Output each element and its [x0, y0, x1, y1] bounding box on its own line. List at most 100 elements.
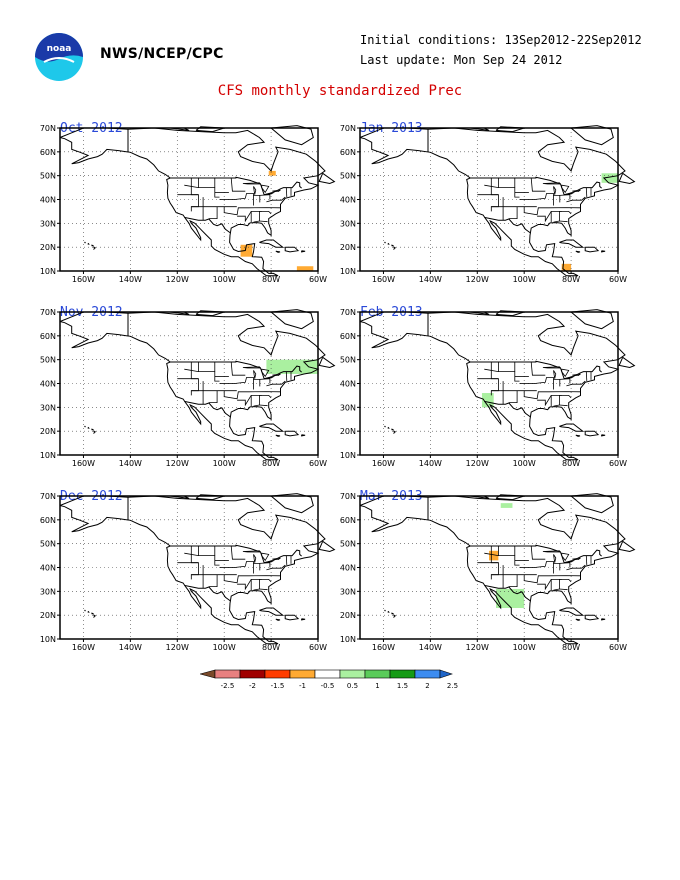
coastline: [575, 618, 581, 621]
state-line: [223, 574, 281, 584]
colorbar-bin: [289, 669, 316, 679]
state-line: [523, 390, 581, 400]
coastline: [84, 425, 87, 428]
map-panel: Mar 2013 160W 140W 120W 100W 80W 60W 70N 60N 50N 4…: [340, 489, 660, 666]
lon-tick-label: 120W: [166, 459, 189, 468]
border-line: [170, 360, 302, 380]
colorbar-bin: [414, 669, 441, 679]
coastline: [559, 607, 585, 616]
coastline: [318, 172, 336, 185]
colorbar-bin: [264, 669, 291, 679]
lat-tick-label: 70N: [40, 124, 56, 133]
lat-tick-label: 50N: [340, 540, 356, 549]
coastline: [92, 430, 97, 434]
lon-tick-label: 80W: [262, 643, 280, 652]
border-line: [170, 544, 302, 564]
coastline: [59, 311, 326, 461]
lat-tick-label: 70N: [40, 308, 56, 317]
coastline: [618, 172, 636, 185]
lon-tick-label: 60W: [609, 459, 627, 468]
lat-tick-label: 60N: [340, 148, 356, 157]
state-line: [234, 377, 270, 384]
colorbar-bin: [364, 669, 391, 679]
state-line: [208, 574, 218, 587]
coastline: [392, 614, 397, 618]
state-line: [508, 574, 518, 587]
state-line: [237, 211, 272, 223]
agency-name: NWS/NCEP/CPC: [100, 46, 224, 62]
border-line: [184, 400, 231, 418]
initial-conditions: Initial conditions: 13Sep2012-22Sep2012: [360, 33, 642, 47]
coastline: [601, 434, 606, 437]
lat-tick-label: 50N: [40, 172, 56, 181]
state-line: [585, 187, 588, 198]
state-line: [566, 196, 586, 203]
colorbar-label: 2.5: [447, 682, 458, 690]
coastline: [584, 614, 600, 621]
state-line: [190, 178, 199, 212]
state-line: [223, 390, 281, 400]
state-line: [253, 220, 268, 223]
coastline: [601, 250, 606, 253]
coastline: [91, 428, 95, 431]
coastline: [92, 614, 97, 618]
anomaly-area: [500, 503, 513, 508]
state-line: [237, 579, 272, 591]
colorbar-end: [439, 669, 453, 679]
colorbar-label: 1: [375, 682, 379, 690]
map-svg: 160W 140W 120W 100W 80W 60W 70N 60N 50N 40N 30N 20N…: [40, 308, 336, 468]
map-svg: 160W 140W 120W 100W 80W 60W 70N 60N 50N 40N 30N 20N…: [40, 492, 336, 652]
border-line: [184, 216, 231, 234]
coastline: [601, 618, 606, 621]
lon-tick-label: 80W: [262, 459, 280, 468]
lat-tick-label: 30N: [340, 587, 356, 596]
border-line: [470, 360, 602, 380]
lon-tick-label: 160W: [72, 643, 95, 652]
state-line: [490, 178, 499, 212]
state-line: [266, 380, 286, 387]
coastline: [275, 434, 281, 437]
coastline: [87, 426, 90, 429]
lon-tick-label: 80W: [562, 275, 580, 284]
state-line: [558, 395, 562, 405]
coastline: [359, 495, 626, 645]
coastline: [391, 612, 395, 615]
map-svg: 160W 140W 120W 100W 80W 60W 70N 60N 50N 40N 30N 20N…: [340, 492, 636, 652]
coastline: [284, 614, 300, 621]
colorbar-label: -2.5: [221, 682, 235, 690]
coastline: [301, 250, 306, 253]
coastline: [275, 618, 281, 621]
colorbar-label: 1.5: [397, 682, 408, 690]
state-line: [253, 588, 268, 591]
coastline: [387, 242, 390, 245]
lon-tick-label: 120W: [166, 643, 189, 652]
state-line: [530, 545, 546, 560]
coastline: [59, 495, 326, 645]
coastline: [318, 540, 336, 553]
state-line: [553, 220, 568, 223]
anomaly-area: [296, 266, 314, 271]
coastline: [284, 246, 300, 253]
coastline: [384, 609, 387, 612]
state-line: [530, 177, 546, 192]
lon-tick-label: 100W: [513, 275, 536, 284]
lat-tick-label: 10N: [40, 451, 56, 460]
lat-tick-label: 60N: [340, 332, 356, 341]
coastline: [84, 241, 87, 244]
map-panel: Dec 2012 160W 140W 120W 100W 80W 60W 70N 60N 50N 4…: [40, 489, 360, 666]
lat-tick-label: 20N: [340, 427, 356, 436]
state-line: [523, 206, 581, 216]
state-line: [266, 196, 286, 203]
lon-tick-label: 160W: [372, 643, 395, 652]
lat-tick-label: 70N: [340, 308, 356, 317]
lon-tick-label: 140W: [419, 459, 442, 468]
coastline: [301, 434, 306, 437]
coastline: [87, 242, 90, 245]
state-line: [258, 395, 262, 405]
state-line: [530, 361, 546, 376]
state-line: [266, 564, 286, 571]
lon-tick-label: 140W: [119, 459, 142, 468]
lon-tick-label: 100W: [213, 459, 236, 468]
lake-outline: [253, 186, 257, 195]
colorbar-svg: -2.5 -2 -1.5 -1 -0.5 0.5 1 1.5 2 2.5: [198, 669, 458, 690]
